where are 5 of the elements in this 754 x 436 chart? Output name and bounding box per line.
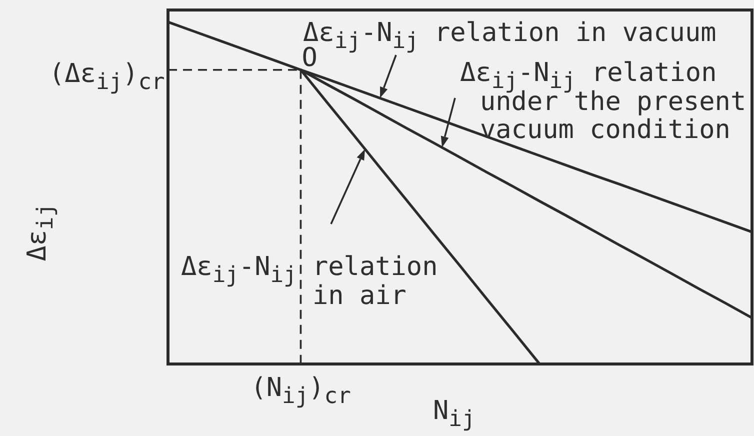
- text: (N$_{ij}$)$_{cr}$: [250, 373, 351, 410]
- legend-label: Δε$_{ij}$-N$_{ij}$ relation under the present vacuum condition: [460, 58, 748, 146]
- x-axis-title: N$_{ij}$: [433, 396, 476, 432]
- ref-line-label: (Δε$_{ij}$)$_{cr}$: [49, 59, 165, 96]
- series-label: Δε$_{ij}$-N$_{ij}$ relation in air: [181, 252, 439, 311]
